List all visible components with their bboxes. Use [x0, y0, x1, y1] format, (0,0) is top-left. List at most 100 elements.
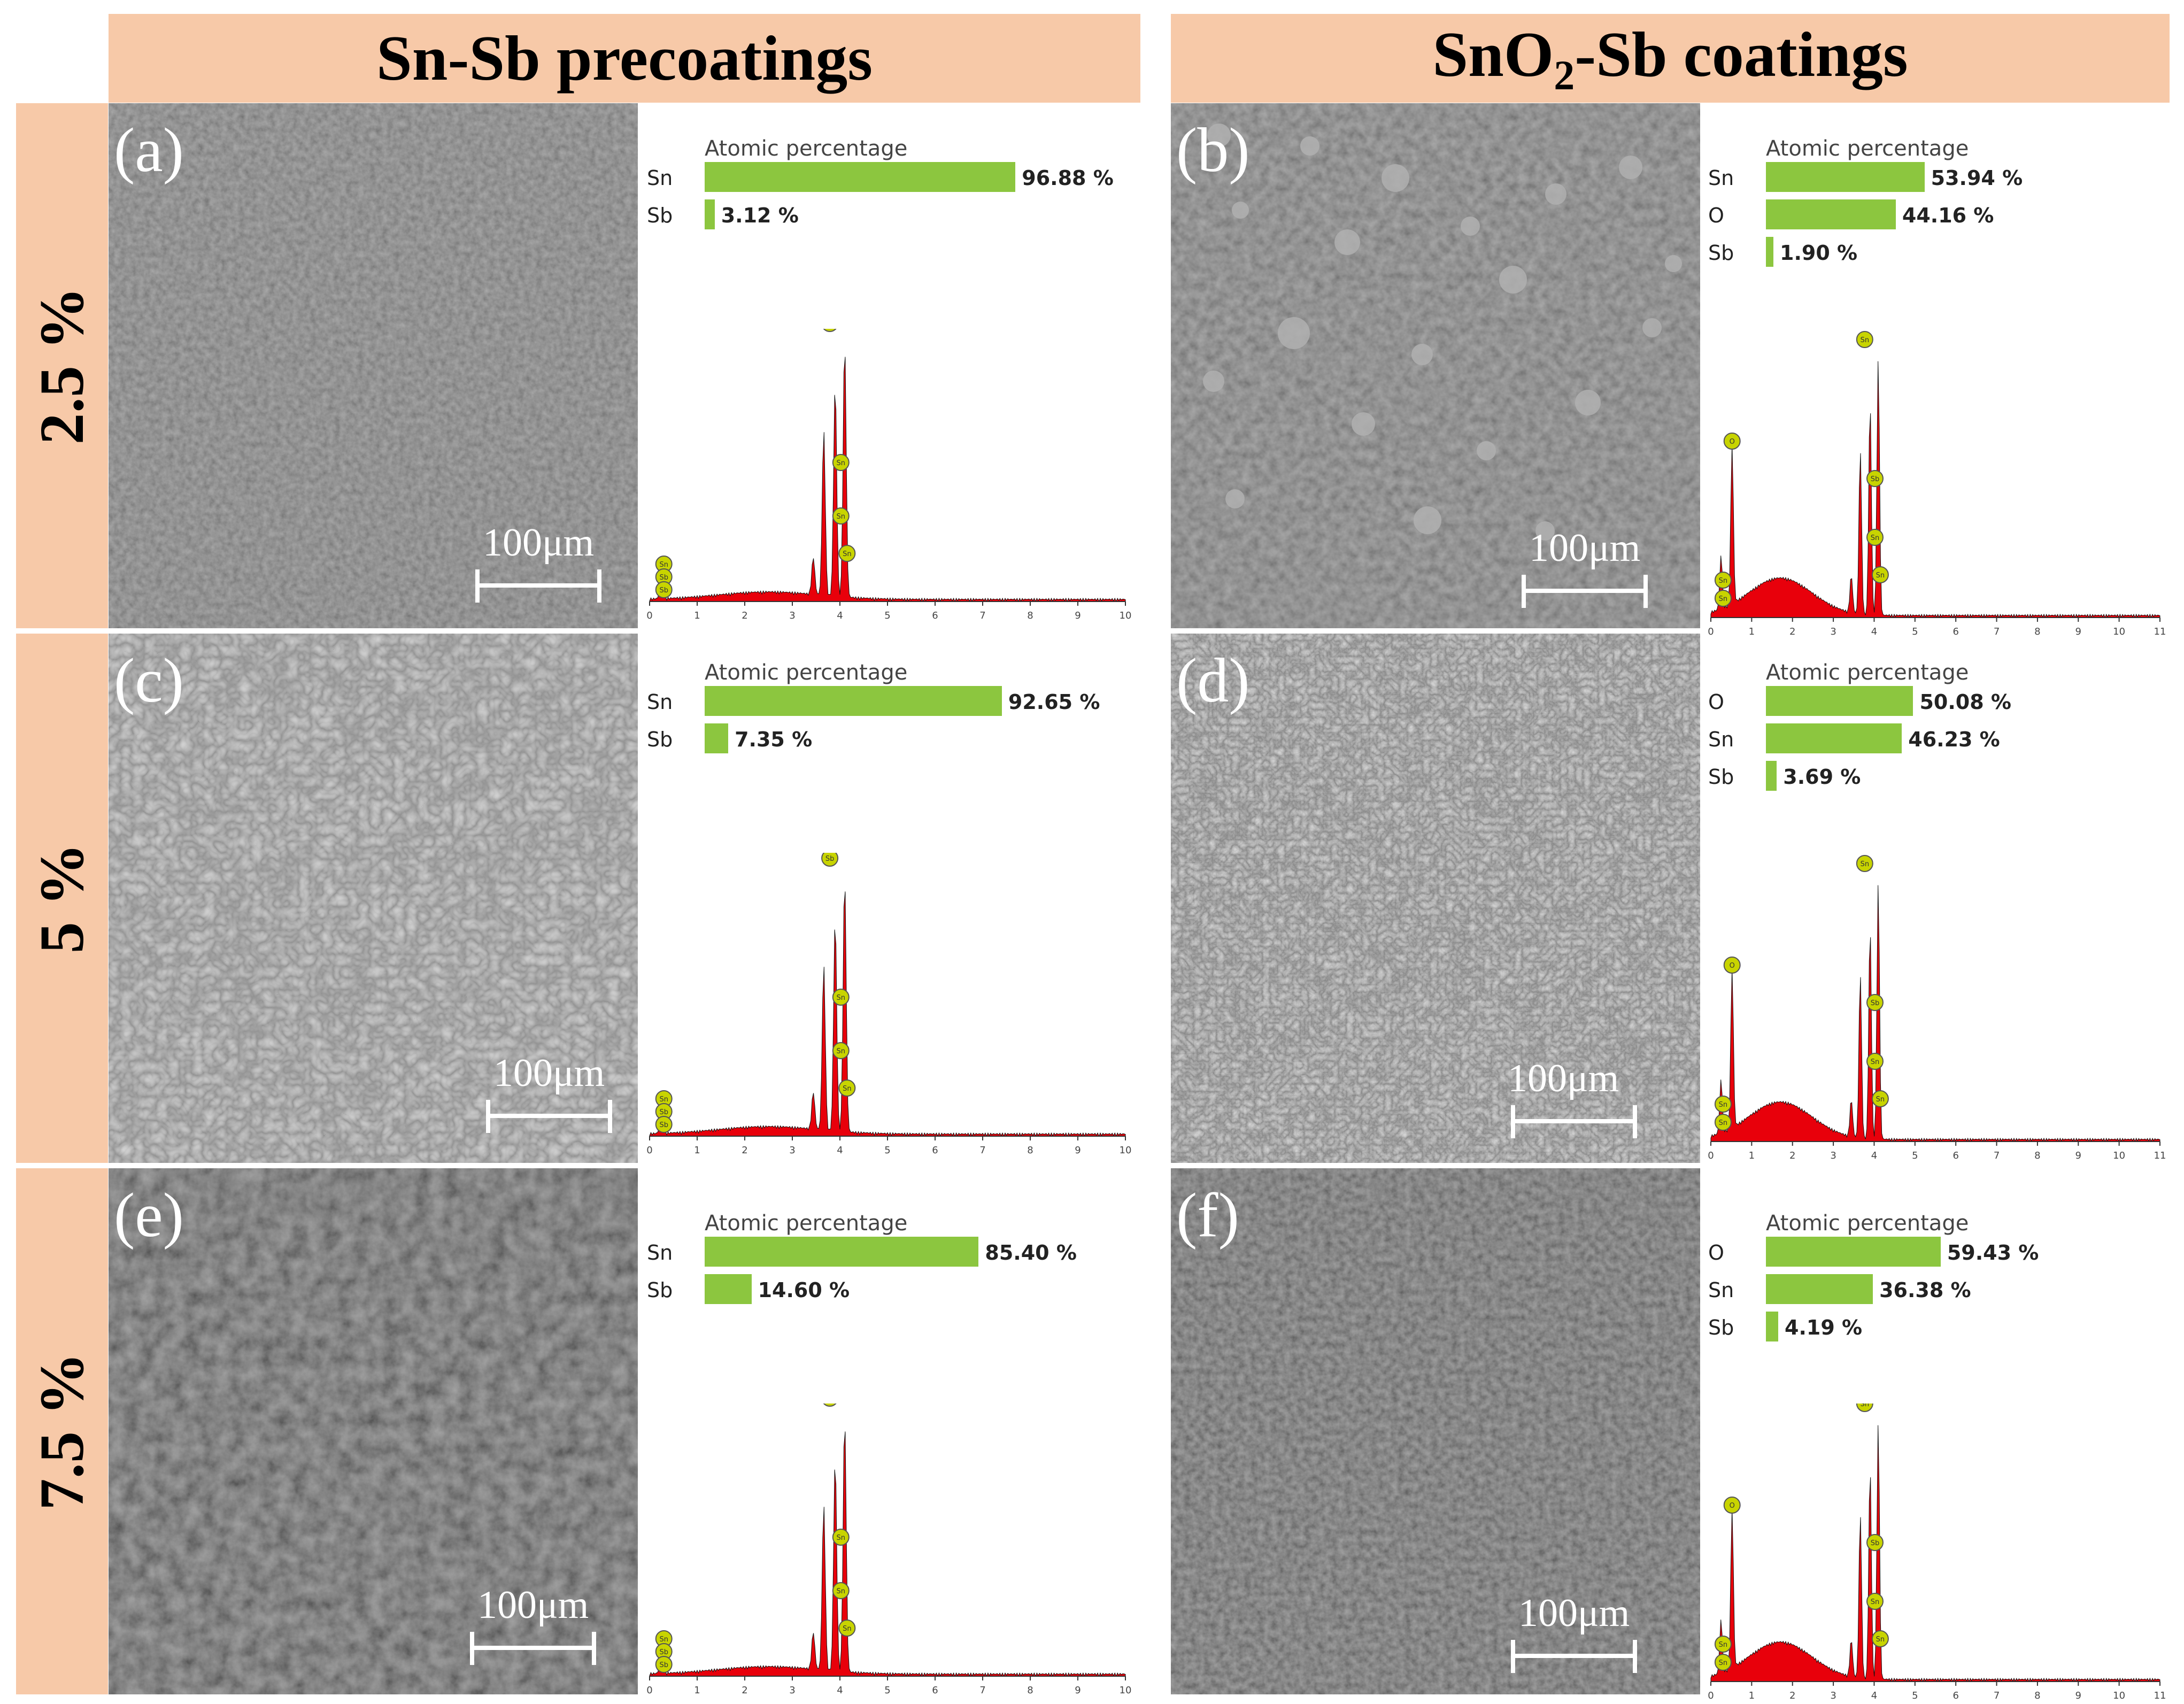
eds-spectrum-area-c [649, 891, 1126, 1137]
eds-peak-label-b-1: Sn [1861, 336, 1870, 344]
eds-element-b-0: Sn [1708, 166, 1734, 190]
eds-tick-label-e-5: 5 [884, 1685, 890, 1696]
eds-tick-label-d-6: 6 [1953, 1150, 1958, 1161]
eds-bar-d-0 [1766, 686, 1913, 716]
eds-spectrum-area-a [649, 357, 1126, 603]
eds-tick-label-b-0: 0 [1708, 626, 1714, 637]
eds-tick-label-c-9: 9 [1075, 1145, 1081, 1156]
eds-peak-label-f-0: O [1730, 1502, 1735, 1510]
eds-tick-label-e-4: 4 [837, 1685, 843, 1696]
eds-bar-f-1 [1766, 1274, 1873, 1304]
eds-peak-label-b-0: O [1730, 438, 1735, 446]
eds-bar-b-0 [1766, 162, 1925, 192]
eds-peak-marker-d-6 [1714, 1114, 1732, 1131]
eds-tick-label-e-0: 0 [647, 1685, 653, 1696]
eds-peak-label-f-2: Sb [1871, 1539, 1880, 1547]
scale-bar-f: 100μm [1508, 1591, 1647, 1687]
eds-bar-d-2 [1766, 761, 1777, 791]
eds-value-f-0: 59.43 % [1947, 1241, 2039, 1264]
sem-image-d: (d) 100μm [1171, 634, 1700, 1163]
eds-element-f-1: Sn [1708, 1278, 1734, 1302]
eds-peak-marker-f-0 [1723, 1497, 1741, 1514]
eds-peak-label-c-3: Sb [825, 855, 835, 863]
eds-peak-label-c-0: Sn [659, 1096, 668, 1104]
eds-tick-label-a-10: 10 [1120, 610, 1132, 621]
eds-peak-marker-b-1 [1856, 331, 1873, 348]
eds-tick-label-a-7: 7 [979, 610, 985, 621]
eds-tick-label-a-2: 2 [742, 610, 747, 621]
eds-tick-label-f-4: 4 [1871, 1690, 1877, 1701]
panel-label-e: (e) [114, 1180, 184, 1250]
eds-tick-label-e-3: 3 [789, 1685, 795, 1696]
eds-tick-label-c-2: 2 [742, 1145, 747, 1156]
eds-element-d-2: Sb [1708, 765, 1734, 789]
eds-peak-label-a-5: Sn [837, 513, 846, 521]
scale-bar-d: 100μm [1508, 1056, 1647, 1152]
eds-tick-label-a-9: 9 [1075, 610, 1081, 621]
eds-panel-c: Atomic percentage Sn 92.65 % Sb 7.35 % 0 1 2 3 4 5… [647, 660, 1139, 1158]
eds-tick-label-b-7: 7 [1994, 626, 2000, 637]
eds-value-e-1: 14.60 % [758, 1278, 850, 1302]
eds-peak-marker-c-3 [821, 853, 839, 867]
eds-peak-label-d-2: Sb [1871, 999, 1880, 1007]
eds-bar-e-1 [705, 1274, 752, 1304]
header-sn-sb-precoatings: Sn-Sb precoatings [109, 14, 1140, 103]
eds-peak-label-b-5: Sn [1719, 577, 1728, 585]
eds-tick-label-d-3: 3 [1830, 1150, 1836, 1161]
eds-value-d-0: 50.08 % [1919, 690, 2011, 714]
eds-tick-label-c-5: 5 [884, 1145, 890, 1156]
eds-peak-label-f-1: Sn [1861, 1404, 1870, 1408]
eds-tick-label-b-3: 3 [1830, 626, 1836, 637]
eds-bar-a-0 [705, 162, 1016, 192]
eds-peak-label-b-2: Sb [1871, 475, 1880, 483]
eds-peak-marker-a-3 [823, 329, 837, 332]
eds-peak-label-b-4: Sn [1876, 572, 1885, 580]
eds-peak-marker-b-4 [1871, 566, 1889, 583]
eds-tick-label-f-11: 11 [2154, 1690, 2166, 1701]
eds-peak-label-f-3: Sn [1871, 1598, 1880, 1606]
eds-peak-marker-a-5 [832, 507, 850, 525]
eds-peak-label-e-0: Sn [659, 1636, 668, 1644]
eds-peak-marker-f-5 [1714, 1636, 1732, 1653]
eds-peak-marker-d-2 [1866, 994, 1884, 1011]
eds-title-d: Atomic percentage [1766, 660, 1969, 685]
eds-tick-label-d-0: 0 [1708, 1150, 1714, 1161]
eds-tick-label-c-3: 3 [789, 1145, 795, 1156]
sem-image-e: (e) 100μm [109, 1168, 638, 1694]
eds-peak-label-a-4: Sn [837, 459, 846, 467]
eds-element-e-1: Sb [647, 1278, 673, 1302]
eds-tick-label-c-6: 6 [932, 1145, 938, 1156]
eds-value-c-1: 7.35 % [735, 728, 813, 751]
row-label-5: 5 % [16, 634, 108, 1163]
eds-peak-label-e-4: Sn [837, 1534, 846, 1542]
header-right-text: SnO2-Sb coatings [1432, 18, 1908, 98]
eds-peak-label-e-5: Sn [837, 1587, 846, 1595]
eds-tick-label-e-10: 10 [1120, 1685, 1132, 1696]
eds-title-a: Atomic percentage [705, 136, 908, 161]
eds-peak-marker-d-4 [1871, 1090, 1889, 1107]
eds-tick-label-d-11: 11 [2154, 1150, 2166, 1161]
eds-peak-label-b-3: Sn [1871, 534, 1880, 542]
eds-tick-label-f-10: 10 [2113, 1690, 2125, 1701]
eds-tick-label-b-10: 10 [2113, 626, 2125, 637]
eds-peak-marker-f-4 [1871, 1630, 1889, 1647]
eds-panel-b: Atomic percentage Sn 53.94 % O 44.16 % Sb 1.90… [1708, 136, 2173, 639]
eds-spectrum-area-e [649, 1431, 1126, 1677]
eds-tick-label-f-2: 2 [1789, 1690, 1795, 1701]
eds-bar-c-1 [705, 723, 729, 753]
eds-element-f-0: O [1708, 1241, 1724, 1264]
eds-peak-label-b-6: Sn [1719, 595, 1728, 603]
eds-tick-label-c-10: 10 [1120, 1145, 1132, 1156]
eds-value-b-1: 44.16 % [1902, 204, 1994, 227]
eds-peak-label-c-1: Sb [659, 1108, 668, 1116]
eds-spectrum-area-f [1710, 1425, 2160, 1683]
eds-value-f-2: 4.19 % [1785, 1316, 1863, 1339]
eds-peak-marker-c-4 [832, 989, 850, 1006]
eds-bar-f-2 [1766, 1312, 1779, 1341]
eds-bar-c-0 [705, 686, 1002, 716]
eds-peak-marker-e-6 [838, 1620, 856, 1637]
eds-peak-marker-c-2 [655, 1116, 673, 1133]
panel-label-f: (f) [1176, 1180, 1239, 1250]
eds-peak-label-f-6: Sn [1719, 1659, 1728, 1667]
eds-tick-label-f-5: 5 [1912, 1690, 1918, 1701]
